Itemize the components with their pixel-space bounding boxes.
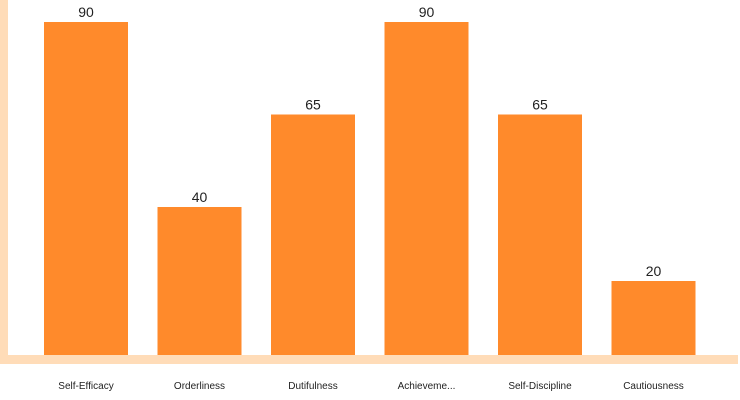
bar-3 [384,22,469,355]
data-label-4: 65 [532,97,548,113]
value-labels-group: 90 40 65 90 65 20 [78,4,661,279]
tick-labels-group: Self-Efficacy Orderliness Dutifulness Achie… [58,381,683,392]
x-tick-label-4: Self-Discipline [508,381,572,392]
bars-group [44,22,696,355]
x-tick-label-2: Dutifulness [288,381,337,392]
bar-4 [498,114,582,355]
data-label-0: 90 [78,4,94,20]
bar-0 [44,22,128,355]
data-label-2: 65 [305,97,321,113]
data-label-5: 20 [646,263,662,279]
x-tick-label-1: Orderliness [174,381,225,392]
x-axis-line [0,355,738,364]
x-tick-label-3: Achieveme... [398,381,456,392]
x-tick-label-0: Self-Efficacy [58,381,113,392]
data-label-1: 40 [192,189,208,205]
x-tick-label-5: Cautiousness [623,381,684,392]
bar-2 [271,114,355,355]
bar-5 [611,281,696,355]
data-label-3: 90 [419,4,435,20]
bar-1 [157,207,242,355]
y-axis-line [0,0,8,364]
